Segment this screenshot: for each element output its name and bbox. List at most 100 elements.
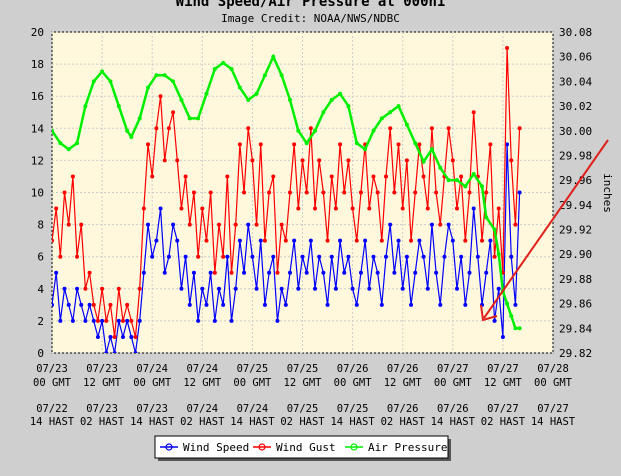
data-point [271,254,276,259]
data-point [517,190,522,195]
data-point [484,270,489,275]
data-point [183,254,188,259]
data-point [191,190,196,195]
data-point [480,184,485,189]
x-tick-hast-date: 07/24 [237,403,269,415]
x-tick-gmt-time: 00 GMT [233,377,272,389]
data-point [87,302,92,307]
x-tick-gmt-time: 00 GMT [434,377,473,389]
y-left-tick-label: 10 [31,187,44,200]
y-left-tick-label: 6 [37,251,44,264]
x-tick-gmt-date: 07/28 [537,363,569,375]
data-point [346,104,351,109]
data-point [187,222,192,227]
data-point [425,286,430,291]
data-point [179,97,184,102]
data-point [279,222,284,227]
x-tick-gmt-date: 07/23 [36,363,68,375]
x-tick-hast-date: 07/27 [487,403,519,415]
data-point [517,126,522,131]
y-left-tick-label: 8 [37,219,44,232]
data-point [438,165,443,170]
data-point [262,302,267,307]
data-point [429,126,434,131]
y-left-tick-label: 4 [37,283,44,296]
y-right-tick-label: 30.02 [559,100,592,113]
y-right-tick-label: 30.04 [559,75,592,88]
data-point [313,286,318,291]
data-point [279,73,284,78]
data-point [500,334,505,339]
data-point [183,174,188,179]
data-point [54,206,59,211]
data-point [208,190,213,195]
data-point [417,142,422,147]
data-point [225,174,230,179]
x-tick-hast-time: 14 HAST [330,416,375,428]
data-point [133,334,138,339]
data-point [338,142,343,147]
data-point [187,302,192,307]
data-point [367,206,372,211]
legend-swatch-marker [350,443,358,451]
data-point [196,318,201,323]
data-point [463,184,468,189]
legend-swatch-marker [258,443,266,451]
data-point [488,142,493,147]
data-point [283,302,288,307]
data-point [442,254,447,259]
data-point [283,238,288,243]
data-point [354,302,359,307]
x-tick-hast-time: 14 HAST [431,416,476,428]
data-point [52,238,54,243]
data-point [492,227,497,232]
data-point [400,286,405,291]
data-point [463,238,468,243]
legend-label: Wind Gust [276,441,336,454]
data-point [413,190,418,195]
data-point [379,116,384,121]
data-point [275,318,280,323]
series-air-pressure [52,53,522,331]
data-point [342,190,347,195]
data-point [438,302,443,307]
data-point [158,206,163,211]
data-point [417,238,422,243]
data-point [513,222,518,227]
x-tick-gmt-date: 07/27 [437,363,469,375]
data-point [242,190,247,195]
data-point [375,270,380,275]
series-wind-gust [52,46,522,339]
data-point [83,104,88,109]
data-point [463,302,468,307]
data-point [87,270,92,275]
data-point [52,302,54,307]
data-point [62,190,67,195]
data-point [292,142,297,147]
x-tick-gmt-date: 07/27 [487,363,519,375]
legend-swatch-marker [165,443,173,451]
data-point [300,158,305,163]
data-point [333,206,338,211]
y-right-tick-label: 30.08 [559,26,592,39]
data-point [308,126,313,131]
data-point [120,318,125,323]
data-point [254,286,259,291]
data-point [58,254,63,259]
data-point [321,110,326,115]
data-point [250,254,255,259]
y-left-tick-label: 16 [31,90,44,103]
data-point [66,147,71,152]
data-point [137,286,142,291]
x-tick-gmt-date: 07/23 [86,363,118,375]
data-point [116,104,121,109]
data-point [229,318,234,323]
annotation-arrow-shaft [483,139,609,319]
data-point [454,286,459,291]
data-point [250,158,255,163]
data-point [471,110,476,115]
data-point [196,116,201,121]
data-point [296,128,301,133]
legend-label: Air Pressure [368,441,447,454]
data-point [480,238,485,243]
